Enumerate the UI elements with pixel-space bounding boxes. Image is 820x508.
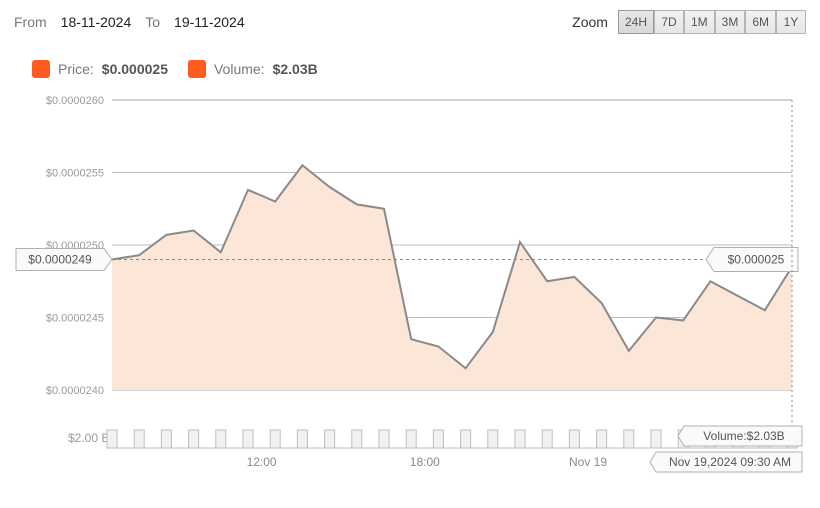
zoom-btn-24h[interactable]: 24H: [618, 10, 654, 34]
svg-text:Volume:$2.03B: Volume:$2.03B: [703, 429, 784, 443]
svg-text:$2.00 B: $2.00 B: [68, 431, 109, 445]
zoom-group: Zoom 24H7D1M3M6M1Y: [572, 10, 806, 34]
svg-text:Nov 19,2024 09:30 AM: Nov 19,2024 09:30 AM: [669, 455, 791, 469]
svg-text:$0.0000240: $0.0000240: [46, 385, 104, 397]
zoom-btn-6m[interactable]: 6M: [745, 10, 776, 34]
zoom-btn-1m[interactable]: 1M: [684, 10, 715, 34]
svg-text:18:00: 18:00: [410, 455, 440, 469]
date-range: From 18-11-2024 To 19-11-2024: [14, 14, 245, 30]
price-key: Price:: [58, 61, 94, 77]
svg-text:Nov 19: Nov 19: [569, 455, 607, 469]
zoom-btn-3m[interactable]: 3M: [715, 10, 746, 34]
zoom-btn-1y[interactable]: 1Y: [776, 10, 806, 34]
price-chart[interactable]: $0.0000240$0.0000245$0.0000250$0.0000255…: [14, 82, 806, 498]
volume-value: $2.03B: [273, 61, 318, 77]
svg-text:$0.000025: $0.000025: [728, 253, 785, 267]
volume-key: Volume:: [214, 61, 265, 77]
volume-swatch: [188, 60, 206, 78]
zoom-btn-7d[interactable]: 7D: [654, 10, 684, 34]
to-label: To: [145, 14, 160, 30]
from-value[interactable]: 18-11-2024: [61, 14, 132, 30]
svg-text:$0.0000260: $0.0000260: [46, 95, 104, 107]
legend-volume[interactable]: Volume: $2.03B: [188, 60, 318, 78]
to-value[interactable]: 19-11-2024: [174, 14, 245, 30]
svg-text:$0.0000245: $0.0000245: [46, 313, 104, 325]
legend: Price: $0.000025 Volume: $2.03B: [32, 60, 806, 78]
zoom-label: Zoom: [572, 14, 608, 30]
svg-text:12:00: 12:00: [247, 455, 277, 469]
svg-text:$0.0000249: $0.0000249: [28, 253, 92, 267]
price-swatch: [32, 60, 50, 78]
price-value: $0.000025: [102, 61, 168, 77]
svg-text:$0.0000255: $0.0000255: [46, 168, 104, 180]
from-label: From: [14, 14, 47, 30]
legend-price[interactable]: Price: $0.000025: [32, 60, 168, 78]
